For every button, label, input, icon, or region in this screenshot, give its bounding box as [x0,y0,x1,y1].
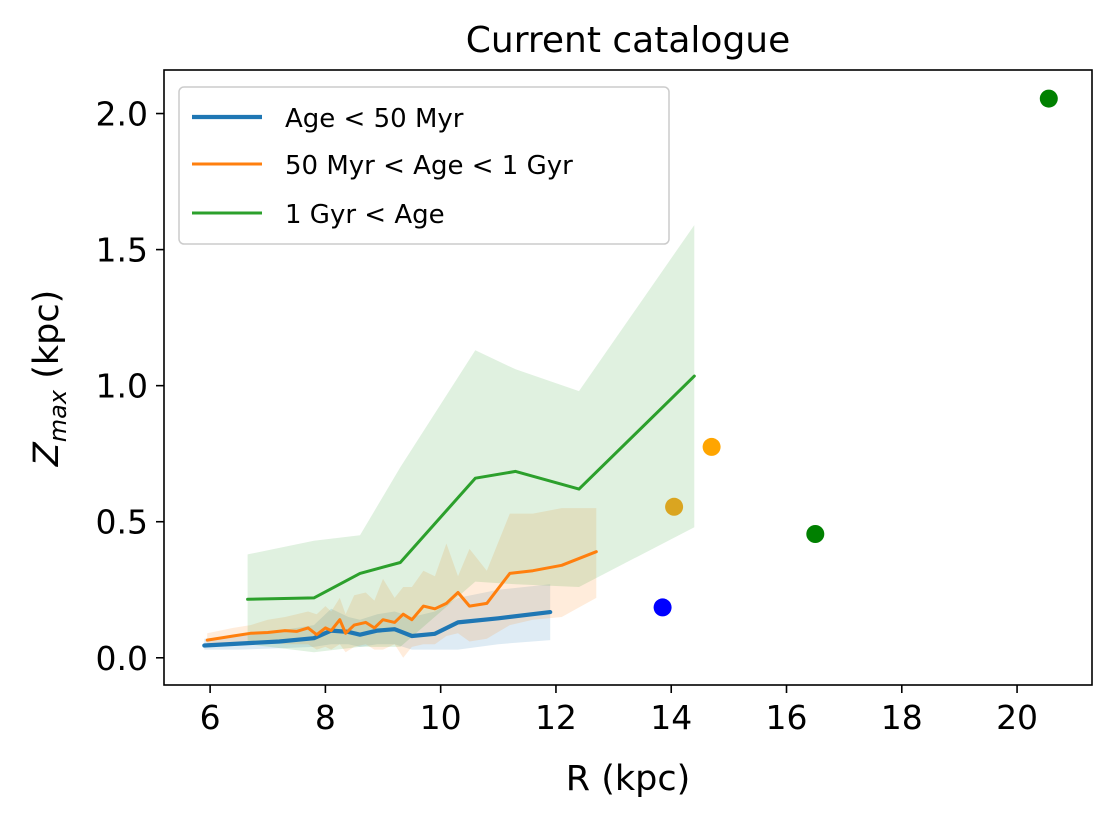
legend-label-intermediate: 50 Myr < Age < 1 Gyr [285,151,573,181]
x-tick-label: 18 [881,698,923,737]
x-tick-label: 10 [420,698,462,737]
y-tick-label: 1.0 [96,367,148,406]
x-tick-label: 8 [315,698,336,737]
y-axis-label-sub: max [44,389,72,442]
y-axis-ticks: 0.0 0.5 1.0 1.5 2.0 [96,95,164,678]
series-lines [202,374,696,648]
line-old [246,374,696,601]
plot-frame [163,69,1093,686]
y-tick-label: 2.0 [96,95,148,134]
line-intermediate [205,550,598,642]
confidence-bands [204,225,695,658]
x-tick-label: 16 [766,698,808,737]
x-tick-label: 20 [996,698,1038,737]
legend: Age < 50 Myr 50 Myr < Age < 1 Gyr 1 Gyr … [178,86,670,245]
x-tick-label: 6 [200,698,221,737]
legend-label-old: 1 Gyr < Age [285,200,445,230]
x-tick-label: 12 [535,698,577,737]
y-axis-label: Zmax (kpc) [27,290,72,467]
y-tick-label: 0.0 [96,639,148,678]
scatter-point [702,437,721,456]
band-intermediate [207,508,597,658]
x-axis-label: R (kpc) [566,759,690,799]
scatter-point [1039,89,1058,108]
line-young [202,609,553,648]
chart-title: Current catalogue [466,20,791,61]
legend-box [178,86,670,245]
scatter-points [653,89,1058,617]
y-axis-label-main: Z [27,441,67,467]
x-axis-ticks: 6 8 10 12 14 16 18 20 [200,685,1038,737]
scatter-point [665,497,684,516]
y-axis-label-unit: (kpc) [27,290,67,390]
band-old [247,225,695,653]
legend-label-young: Age < 50 Myr [285,104,464,134]
scatter-point [806,525,825,543]
scatter-point [653,598,672,617]
y-tick-label: 1.5 [96,231,148,270]
x-tick-label: 14 [650,698,692,737]
y-tick-label: 0.5 [96,503,148,542]
